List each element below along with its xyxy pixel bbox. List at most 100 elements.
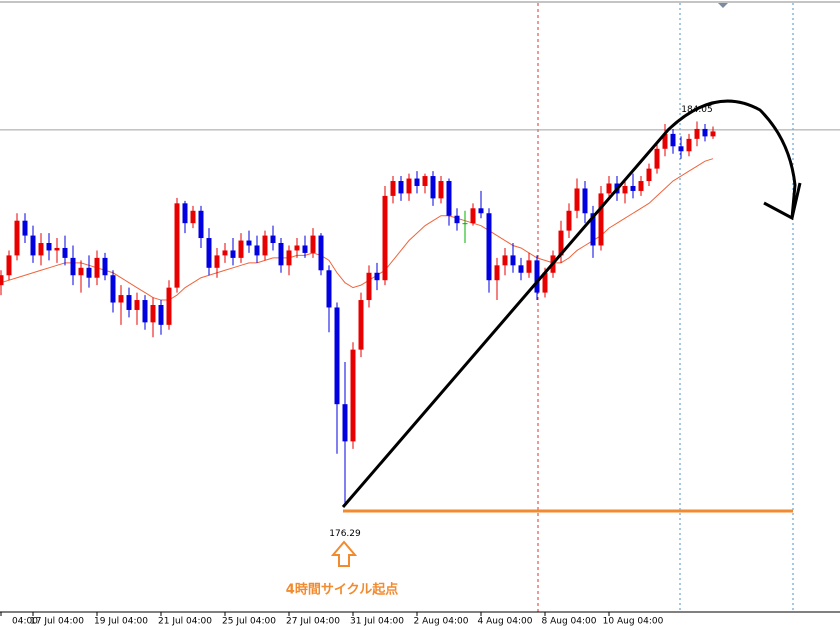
x-tick-label: 8 Aug 04:00: [542, 617, 597, 627]
candle-body: [526, 260, 532, 273]
candle-body: [430, 176, 436, 199]
candle-body: [246, 240, 252, 246]
candle-body: [694, 128, 700, 139]
x-tick-label: 31 Jul 04:00: [350, 617, 404, 627]
candle-body: [574, 188, 580, 211]
candle-body: [30, 235, 36, 256]
candle-body: [398, 181, 404, 194]
candle-body: [622, 185, 628, 194]
candle-body: [190, 210, 196, 224]
candle-body: [494, 265, 500, 281]
candle-body: [86, 267, 92, 278]
candle-body: [366, 272, 372, 301]
x-tick-label: 21 Jul 04:00: [158, 617, 212, 627]
candle-body: [294, 245, 300, 251]
candle-body: [54, 247, 60, 251]
candle-body: [710, 131, 716, 137]
candle-body: [558, 230, 564, 256]
candle-body: [510, 255, 516, 266]
annotation: 4時間サイクル起点: [286, 582, 398, 598]
candle-body: [670, 133, 676, 147]
candle-body: [206, 238, 212, 268]
candle-body: [486, 213, 492, 281]
candle-body: [654, 148, 660, 169]
candle-body: [222, 250, 228, 256]
candle-body: [278, 243, 284, 266]
candle-body: [14, 220, 20, 256]
candle-body: [22, 220, 28, 236]
x-tick-label: 17 Jul 04:00: [30, 617, 84, 627]
candle-body: [518, 265, 524, 273]
x-tick-label: 4 Aug 04:00: [478, 617, 533, 627]
candle-body: [630, 185, 636, 191]
candle-body: [134, 300, 140, 310]
candle-body: [438, 181, 444, 199]
candle-body: [598, 193, 604, 246]
candle-body: [182, 203, 188, 224]
candle-body: [446, 181, 452, 216]
candle-body: [6, 255, 12, 276]
candle-body: [358, 300, 364, 350]
candle-body: [382, 195, 388, 281]
candle-body: [166, 287, 172, 325]
candle-body: [686, 138, 692, 152]
candle-body: [46, 243, 52, 251]
candle-body: [318, 235, 324, 271]
candle-body: [0, 275, 4, 286]
x-tick-label: 2 Aug 04:00: [414, 617, 469, 627]
candle-body: [142, 300, 148, 323]
candle-body: [126, 295, 132, 310]
high-label: 184.05: [681, 105, 713, 115]
candle-body: [462, 223, 468, 225]
candle-body: [302, 245, 308, 253]
candle-body: [254, 245, 260, 256]
candle-body: [286, 250, 292, 266]
candle-body: [214, 255, 220, 268]
x-tick-label: 25 Jul 04:00: [222, 617, 276, 627]
candle-body: [702, 128, 708, 137]
candle-body: [590, 213, 596, 246]
candle-body: [70, 257, 76, 276]
candle-body: [270, 235, 276, 244]
candle-body: [326, 270, 332, 308]
candle-body: [310, 235, 316, 253]
moving-average: [0, 158, 714, 301]
candle-body: [78, 267, 84, 276]
candle-body: [118, 295, 124, 303]
candle-body: [390, 181, 396, 196]
candle-body: [110, 275, 116, 303]
candle-body: [38, 243, 44, 256]
candle-body: [238, 240, 244, 258]
arrow-head: [763, 182, 802, 221]
candle-body: [470, 208, 476, 224]
candle-body: [502, 255, 508, 266]
candle-body: [566, 210, 572, 231]
candle-body: [230, 250, 236, 258]
candle-body: [454, 215, 460, 224]
candle-body: [422, 176, 428, 186]
candle-body: [638, 181, 644, 191]
candle-body: [542, 272, 548, 293]
candle-body: [334, 307, 340, 405]
candle-body: [678, 146, 684, 152]
plot-area: [0, 121, 840, 507]
candle-body: [582, 188, 588, 214]
candle-body: [374, 272, 380, 281]
candle-body: [174, 203, 180, 288]
up-arrow-icon: [330, 540, 358, 567]
candle-body: [478, 208, 484, 214]
low-label: 176.29: [329, 529, 361, 539]
trend-arrow: [341, 99, 797, 508]
candle-body: [342, 404, 348, 442]
x-tick-label: 04:00: [12, 617, 38, 627]
candle-body: [350, 349, 356, 442]
candle-body: [662, 133, 668, 149]
candle-body: [62, 247, 68, 258]
candle-body: [414, 178, 420, 186]
candle-body: [150, 305, 156, 323]
candle-body: [646, 168, 652, 182]
candle-body: [198, 210, 204, 239]
candle-body: [262, 235, 268, 256]
